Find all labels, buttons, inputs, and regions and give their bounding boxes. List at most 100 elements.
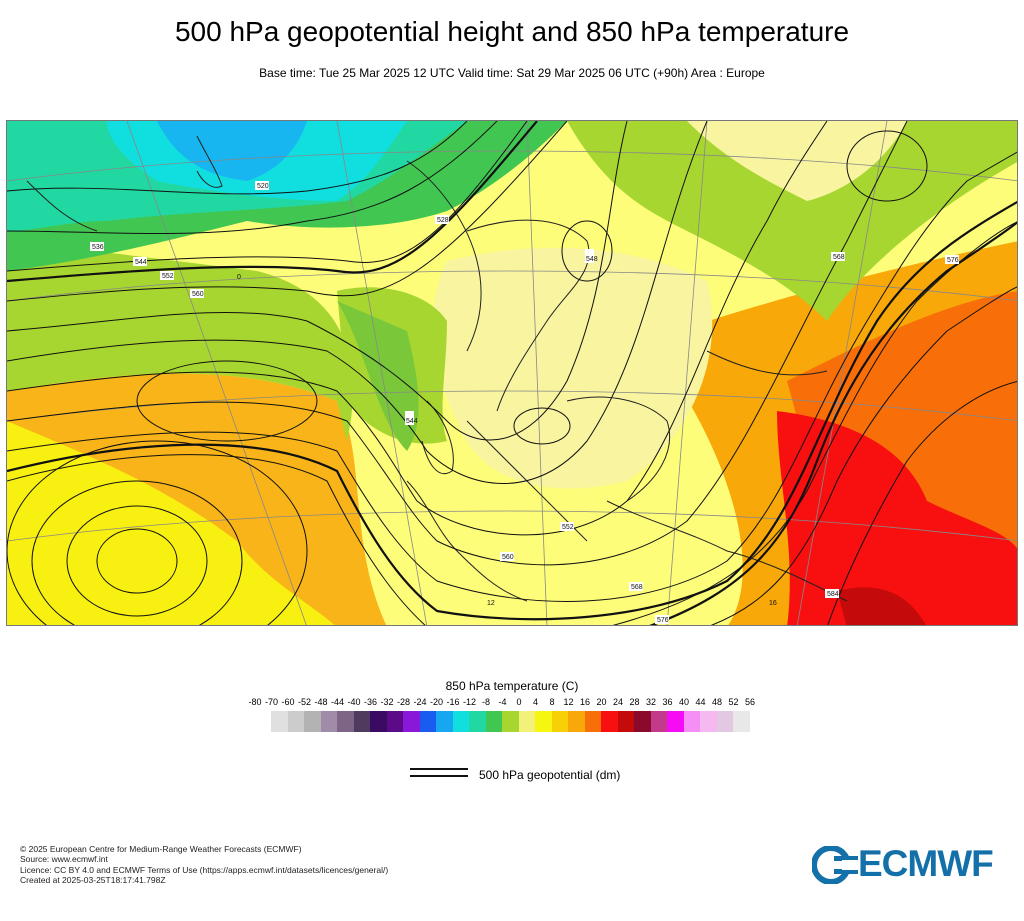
colorbar-tick-label: 4	[532, 697, 539, 707]
contour-label-552: 552	[162, 273, 174, 280]
temp-label-16: 16	[769, 600, 777, 607]
colorbar-tick-label: -60	[281, 697, 295, 707]
colorbar-swatch	[469, 711, 486, 732]
colorbar-tick-label: -40	[347, 697, 361, 707]
colorbar-title: 850 hPa temperature (C)	[445, 679, 579, 693]
colorbar-swatch	[353, 711, 370, 732]
contour-label-536: 536	[92, 244, 104, 251]
colorbar-tick-label: 20	[596, 697, 607, 707]
ecmwf-logo-icon	[811, 845, 858, 885]
temp-label-0: 0	[237, 274, 241, 281]
graticule	[7, 121, 1017, 625]
footer-copyright: © 2025 European Centre for Medium-Range …	[20, 844, 302, 854]
temp-zone-yellow-southwest	[7, 421, 335, 625]
colorbar	[271, 711, 750, 732]
colorbar-tick-label: 16	[579, 697, 591, 707]
temp-zone-cyan-greenland	[157, 121, 307, 181]
colorbar-tick-label: -48	[314, 697, 328, 707]
contour-label-584: 584	[827, 591, 839, 598]
colorbar-swatch	[667, 711, 684, 732]
temp-zone-red-southeast	[777, 411, 1017, 625]
ecmwf-logo: ECMWF	[811, 843, 1008, 885]
colorbar-swatch	[617, 711, 634, 732]
colorbar-swatch	[733, 711, 750, 732]
colorbar-tick-label: 0	[516, 697, 522, 707]
colorbar-tick-label: 36	[662, 697, 673, 707]
colorbar-tick-label: -52	[297, 697, 312, 707]
temp-zone-lime-northeast	[567, 121, 1017, 321]
contour-label-552-south: 552	[562, 524, 574, 531]
contour-label-568-south: 568	[631, 584, 643, 591]
colorbar-tick-label: -12	[462, 697, 477, 707]
temp-zone-lime-iceland	[337, 301, 419, 451]
colorbar-tick-label: 48	[711, 697, 723, 707]
colorbar-swatch	[634, 711, 651, 732]
contour-label-560-south: 560	[502, 554, 514, 561]
colorbar-swatch	[485, 711, 502, 732]
colorbar-swatch	[337, 711, 354, 732]
colorbar-tick-label: 8	[549, 697, 555, 707]
footer: © 2025 European Centre for Medium-Range …	[20, 844, 388, 885]
colorbar-tick-label: -70	[264, 697, 279, 707]
page-subtitle: Base time: Tue 25 Mar 2025 12 UTC Valid …	[259, 66, 765, 80]
colorbar-tick-label: 12	[563, 697, 574, 707]
colorbar-swatch	[320, 711, 337, 732]
geopotential-contours-bold	[7, 121, 1017, 625]
colorbar-tick-label: -24	[413, 697, 427, 707]
contour-label-528: 528	[437, 217, 449, 224]
geopotential-legend-label: 500 hPa geopotential (dm)	[479, 768, 621, 782]
colorbar-tick-label: -80	[248, 697, 262, 707]
colorbar-swatch	[601, 711, 618, 732]
contour-label-560: 560	[192, 291, 204, 298]
colorbar-swatch	[535, 711, 552, 732]
colorbar-swatch	[584, 711, 601, 732]
colorbar-swatch	[452, 711, 469, 732]
footer-source: Source: www.ecmwf.int	[20, 854, 108, 865]
colorbar-swatch	[700, 711, 717, 732]
forecast-map: 520 528 536 544 552 560 568 576 584 552 …	[6, 120, 1018, 626]
colorbar-tick-label: -4	[498, 697, 507, 707]
colorbar-swatch	[386, 711, 403, 732]
colorbar-swatch	[419, 711, 436, 732]
footer-created: Created at 2025-03-25T18:17:41.798Z	[20, 874, 166, 885]
colorbar-tick-label: -28	[396, 697, 411, 707]
colorbar-swatch	[403, 711, 420, 732]
colorbar-tick-label: -16	[446, 697, 460, 707]
contour-label-bg	[255, 181, 269, 190]
contour-label-544: 544	[135, 259, 147, 266]
contour-label-576: 576	[947, 257, 959, 264]
colorbar-tick-label: 24	[612, 697, 624, 707]
geopotential-legend-symbol	[410, 768, 468, 777]
ecmwf-logo-text: ECMWF	[858, 843, 994, 884]
colorbar-swatch	[650, 711, 667, 732]
contour-label-520: 520	[257, 183, 269, 190]
colorbar-tick-label: 40	[678, 697, 690, 707]
colorbar-swatch	[568, 711, 585, 732]
colorbar-tick-label: -32	[380, 697, 394, 707]
colorbar-tick-label: -8	[481, 697, 491, 707]
colorbar-tick-label: -36	[363, 697, 378, 707]
temp-zone-darkred	[837, 587, 926, 625]
colorbar-swatch	[551, 711, 568, 732]
colorbar-tick-label: 52	[728, 697, 739, 707]
geopotential-contours	[7, 121, 1017, 625]
temp-zone-paleyellow-northeast	[687, 121, 907, 201]
contour-label-544-west: 544	[406, 418, 418, 425]
colorbar-swatch	[271, 711, 288, 732]
page-title: 500 hPa geopotential height and 850 hPa …	[174, 16, 850, 47]
colorbar-swatch	[304, 711, 321, 732]
colorbar-tick-label: -20	[429, 697, 444, 707]
colorbar-swatch	[287, 711, 304, 732]
temp-label-12: 12	[487, 600, 495, 607]
colorbar-labels: -80 -70 -60 -52 -48 -44 -40 -36 -32 -28 -24 -20 -16-…	[0, 697, 1024, 709]
colorbar-swatch	[518, 711, 535, 732]
contour-label-568: 568	[833, 254, 845, 261]
contour-labels: 520 528 536 544 552 560 568 576 584 552 …	[90, 181, 959, 624]
colorbar-swatch	[502, 711, 519, 732]
colorbar-tick-label: 44	[695, 697, 706, 707]
footer-licence: Licence: CC BY 4.0 and ECMWF Terms of Us…	[20, 864, 389, 875]
colorbar-tick-label: 28	[629, 697, 640, 707]
contour-label-548: 548	[586, 256, 598, 263]
colorbar-tick-label: 56	[744, 697, 756, 707]
colorbar-swatch	[716, 711, 733, 732]
